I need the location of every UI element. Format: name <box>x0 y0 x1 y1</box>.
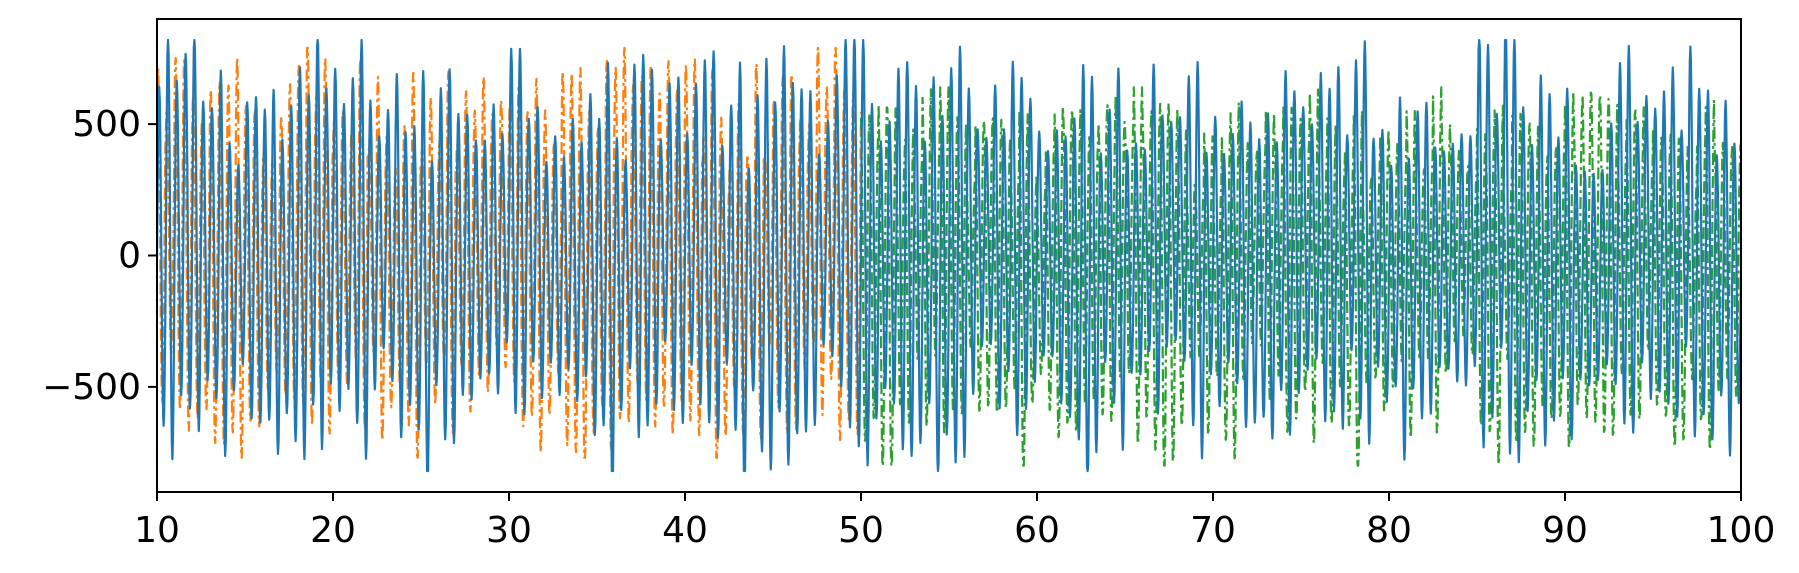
x-tick-label: 40 <box>662 510 708 551</box>
y-axis: −500 0 500 <box>42 104 157 408</box>
x-tick-label: 80 <box>1366 510 1412 551</box>
y-tick-label: −500 <box>42 367 141 408</box>
series-layer <box>157 38 1741 473</box>
y-tick-label: 500 <box>72 104 141 145</box>
y-tick-label: 0 <box>118 236 141 277</box>
x-tick-label: 60 <box>1014 510 1060 551</box>
x-tick-label: 50 <box>838 510 884 551</box>
x-tick-label: 10 <box>134 510 180 551</box>
x-tick-label: 20 <box>310 510 356 551</box>
x-tick-label: 100 <box>1707 510 1776 551</box>
x-tick-label: 70 <box>1190 510 1236 551</box>
x-tick-label: 90 <box>1542 510 1588 551</box>
x-tick-label: 30 <box>486 510 532 551</box>
x-axis: 10 20 30 40 50 60 70 80 90 100 <box>134 492 1775 551</box>
series-line-0 <box>157 38 1741 473</box>
